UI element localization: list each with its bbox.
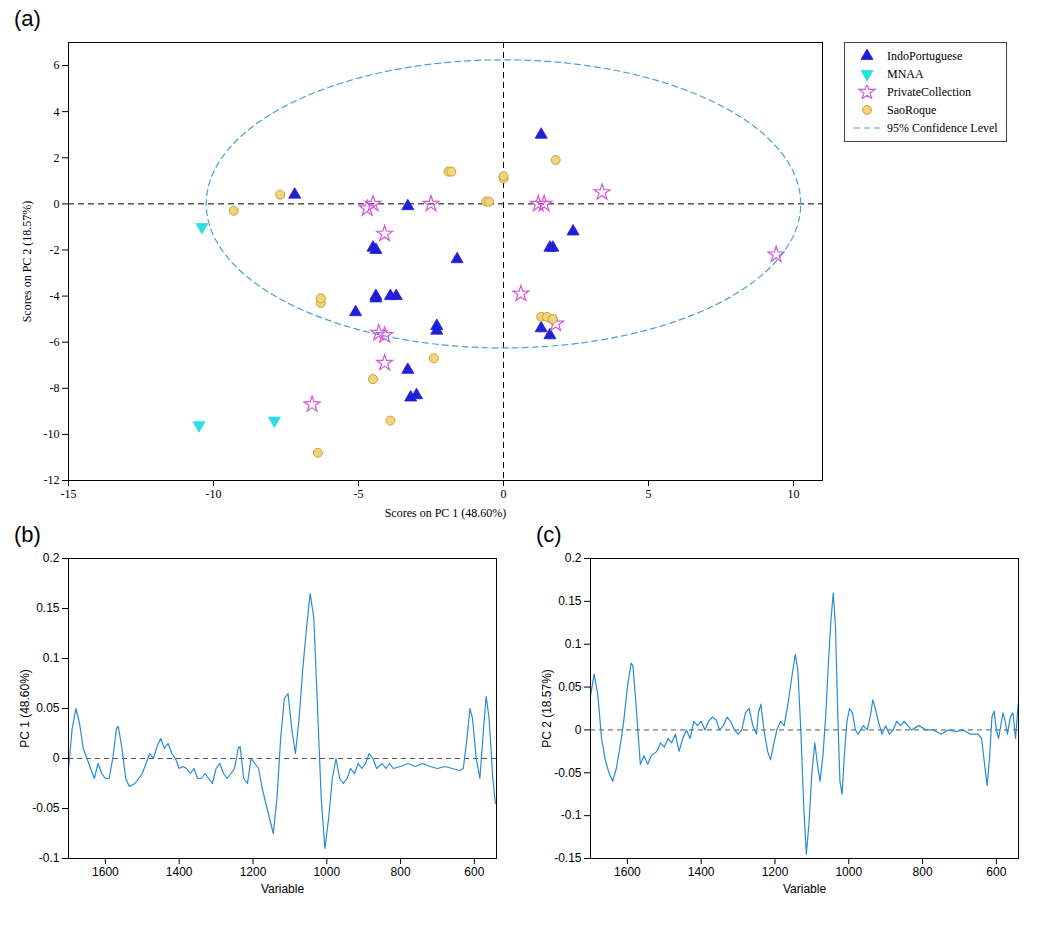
svg-text:1200: 1200 [762,865,789,879]
svg-text:0.15: 0.15 [36,601,60,615]
svg-text:1000: 1000 [313,865,340,879]
svg-text:0.05: 0.05 [558,680,582,694]
svg-text:0: 0 [575,723,582,737]
svg-text:-0.05: -0.05 [32,801,60,815]
svg-text:-12: -12 [44,473,60,487]
svg-text:-4: -4 [50,289,60,303]
svg-text:1600: 1600 [614,865,641,879]
svg-text:5: 5 [646,487,652,501]
svg-text:PC 2 (18.57%): PC 2 (18.57%) [540,669,554,748]
svg-text:2: 2 [54,151,60,165]
svg-text:800: 800 [391,865,411,879]
svg-text:Variable: Variable [783,882,826,896]
svg-text:600: 600 [986,865,1006,879]
svg-text:Scores on PC 2 (18.57%): Scores on PC 2 (18.57%) [20,201,34,323]
html-text:MNAA: MNAA [887,66,924,81]
html-text:SaoRoque: SaoRoque [887,102,937,117]
svg-text:1600: 1600 [92,865,119,879]
svg-text:0.2: 0.2 [565,551,582,565]
svg-text:-10: -10 [44,427,60,441]
svg-text:-2: -2 [50,243,60,257]
svg-text:1200: 1200 [240,865,267,879]
svg-text:0: 0 [501,487,507,501]
svg-text:6: 6 [54,58,60,72]
svg-text:-5: -5 [354,487,364,501]
svg-text:1400: 1400 [688,865,715,879]
svg-text:-0.1: -0.1 [39,851,60,865]
svg-text:1400: 1400 [166,865,193,879]
svg-text:-10: -10 [206,487,222,501]
svg-text:-0.05: -0.05 [554,766,582,780]
svg-text:Variable: Variable [261,882,304,896]
html-text:(a): (a) [14,6,41,31]
html-text:IndoPortuguese: IndoPortuguese [887,48,963,63]
svg-text:-15: -15 [61,487,77,501]
svg-text:-0.1: -0.1 [561,808,582,822]
html-text:(b): (b) [14,522,41,547]
svg-text:-8: -8 [50,381,60,395]
svg-text:Scores on PC 1 (48.60%): Scores on PC 1 (48.60%) [385,506,507,520]
html-text:(c): (c) [536,522,562,547]
svg-text:1000: 1000 [835,865,862,879]
svg-text:0: 0 [54,197,60,211]
html-text:PrivateCollection: PrivateCollection [887,84,971,99]
svg-text:800: 800 [913,865,933,879]
html-text:95% Confidence Level: 95% Confidence Level [887,120,998,135]
svg-text:600: 600 [464,865,484,879]
svg-text:-6: -6 [50,335,60,349]
svg-text:0.1: 0.1 [43,651,60,665]
svg-text:0.2: 0.2 [43,551,60,565]
svg-text:4: 4 [54,104,60,118]
svg-text:0.15: 0.15 [558,594,582,608]
svg-text:0.05: 0.05 [36,701,60,715]
svg-text:10: 10 [788,487,800,501]
svg-text:0: 0 [53,751,60,765]
svg-text:PC 1 (48.60%): PC 1 (48.60%) [18,669,32,748]
svg-text:-0.15: -0.15 [554,851,582,865]
svg-text:0.1: 0.1 [565,637,582,651]
